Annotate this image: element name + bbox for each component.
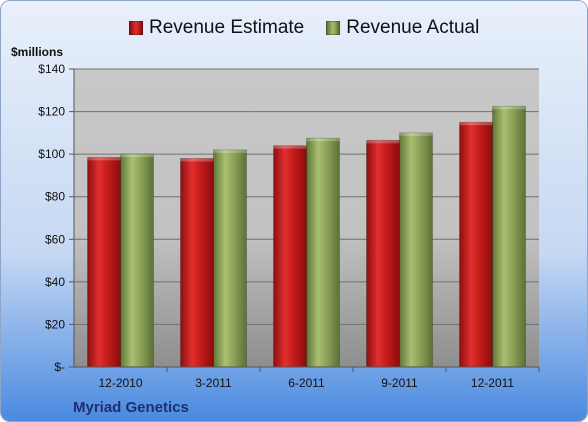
bar-actual-top [399, 132, 433, 136]
bar-actual-top [306, 138, 340, 142]
y-tick-label: $20 [45, 317, 65, 331]
x-tick-label: 6-2011 [288, 376, 325, 390]
legend-label-estimate: Revenue Estimate [149, 17, 305, 38]
axes: $- $20 $40 $60 $80 $100 $120 $140 12-2010 3-2011 6… [38, 62, 540, 390]
y-tick-label: $80 [45, 190, 65, 204]
bar-actual-top [213, 149, 247, 153]
bar-actual-top [492, 106, 526, 110]
y-tick-label: $40 [45, 275, 65, 289]
x-tick-label: 9-2011 [381, 376, 418, 390]
bar-actual-top [120, 154, 154, 158]
bar-actual [399, 132, 433, 368]
bar-actual [213, 149, 247, 368]
legend-label-actual: Revenue Actual [346, 17, 480, 38]
x-tick-label: 12-2010 [98, 376, 142, 390]
bar-actual [120, 153, 154, 368]
bar-estimate-top [273, 145, 307, 149]
legend-swatch-actual [326, 21, 341, 35]
x-tick-label: 3-2011 [195, 376, 232, 390]
legend-item-actual: Revenue Actual [326, 17, 479, 39]
bar-estimate-top [180, 158, 214, 162]
y-tick-label: $60 [45, 232, 65, 246]
bar-estimate [180, 157, 214, 368]
bar-estimate [366, 139, 400, 368]
bar-estimate-top [366, 140, 400, 144]
bar-estimate [459, 121, 493, 368]
y-tick-label: $140 [38, 62, 65, 76]
y-tick-label: $100 [38, 147, 65, 161]
bar-actual [306, 137, 340, 368]
company-name: Myriad Genetics [73, 399, 189, 416]
x-tick-label: 12-2011 [471, 376, 514, 390]
bar-estimate-top [87, 157, 121, 161]
y-tick-label: $120 [38, 105, 65, 119]
bar-estimate [273, 145, 307, 368]
y-axis-unit-label: $millions [11, 45, 64, 59]
legend-swatch-estimate [129, 21, 143, 35]
bar-estimate-top [459, 122, 493, 126]
legend-item-estimate: Revenue Estimate [129, 17, 304, 39]
legend: Revenue Estimate Revenue Actual [129, 17, 501, 39]
y-tick-label: $- [54, 360, 65, 374]
bars [87, 105, 526, 368]
bar-actual [492, 105, 526, 368]
bar-estimate [87, 156, 121, 368]
